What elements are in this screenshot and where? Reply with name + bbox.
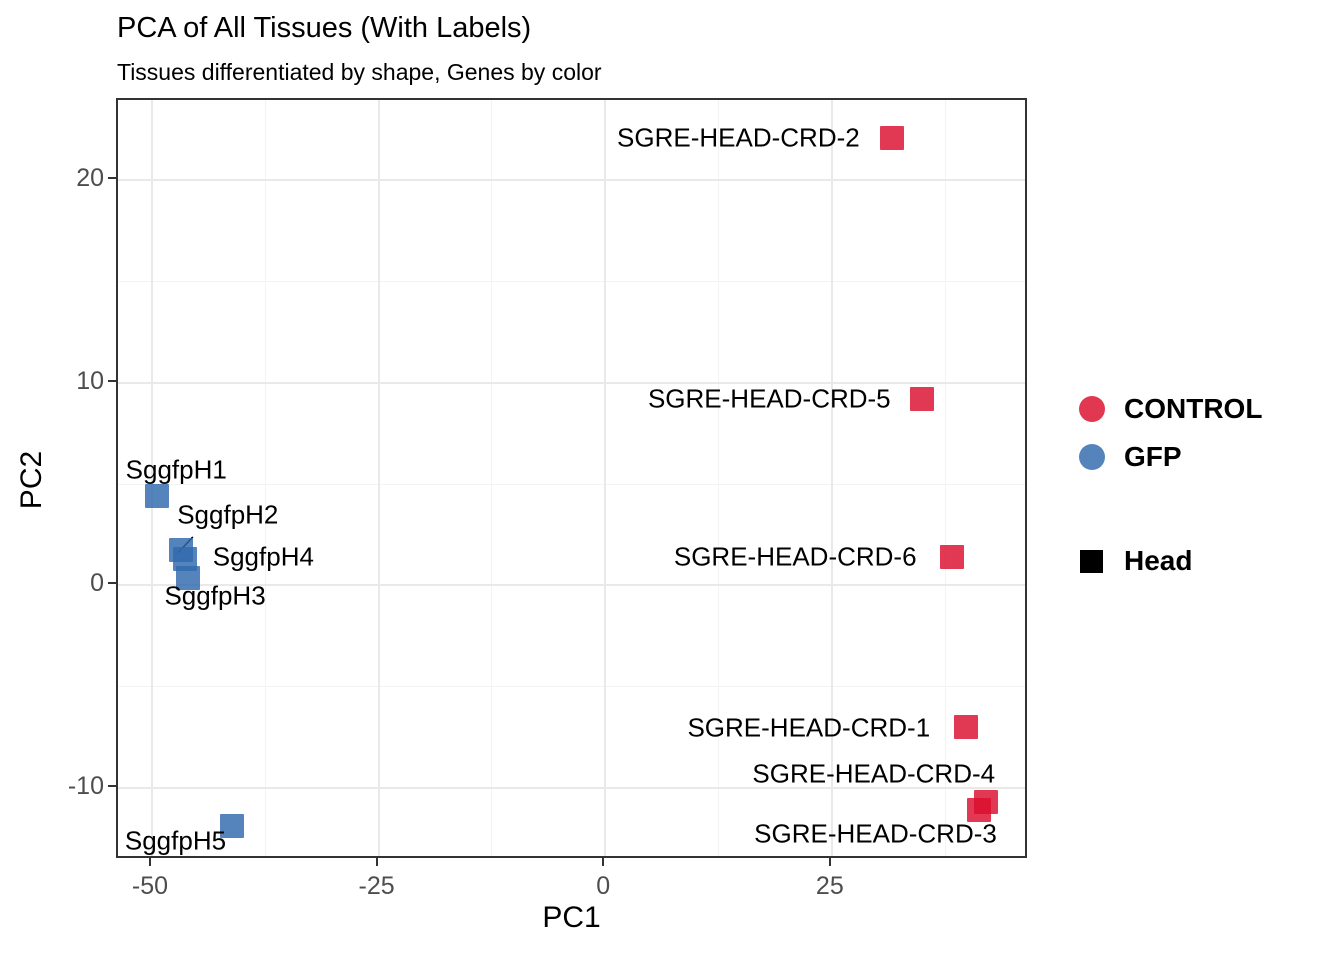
legend-label: Head	[1124, 545, 1193, 576]
y-minor-gridline	[118, 686, 1025, 688]
data-point	[145, 484, 170, 509]
data-point-label: SGRE-HEAD-CRD-4	[752, 758, 996, 789]
y-tick-label: 0	[90, 569, 104, 598]
data-point-label: SggfpH1	[125, 454, 227, 485]
y-axis-title: PC2	[15, 450, 48, 510]
data-point	[880, 125, 905, 150]
legend-item-head: Head	[1080, 545, 1192, 577]
x-tick-mark	[375, 858, 378, 866]
x-major-gridline	[377, 100, 380, 856]
data-point-label: SGRE-HEAD-CRD-3	[754, 818, 997, 849]
data-point-label: SggfpH4	[212, 541, 314, 572]
data-point	[966, 798, 991, 823]
y-tick-label: 20	[76, 164, 104, 193]
legend-color-swatch	[1079, 396, 1105, 422]
x-major-gridline	[150, 100, 153, 856]
x-tick-label: 25	[815, 872, 844, 900]
x-tick-mark	[828, 858, 831, 866]
data-point	[220, 813, 245, 838]
data-point-label: SGRE-HEAD-CRD-5	[647, 383, 891, 414]
y-major-gridline	[118, 584, 1025, 587]
data-point-label: SggfpH5	[124, 825, 227, 856]
y-tick-label: -10	[67, 772, 104, 801]
y-tick-mark	[108, 177, 116, 180]
y-tick-mark	[108, 582, 116, 585]
data-point-label: SggfpH2	[177, 499, 279, 530]
legend-label: CONTROL	[1124, 393, 1263, 424]
x-tick-mark	[148, 858, 151, 866]
data-point	[953, 715, 978, 740]
chart-title: PCA of All Tissues (With Labels)	[117, 12, 532, 44]
x-tick-label: -50	[131, 872, 169, 900]
x-tick-label: 0	[596, 872, 611, 900]
legend-item-control: CONTROL	[1079, 393, 1262, 425]
y-tick-label: 10	[76, 366, 104, 395]
legend-label: GFP	[1124, 441, 1182, 472]
x-minor-gridline	[491, 100, 493, 856]
data-point-label: SGRE-HEAD-CRD-2	[617, 122, 860, 153]
data-point-label: SGRE-HEAD-CRD-1	[687, 712, 931, 743]
data-point-label: SGRE-HEAD-CRD-6	[673, 541, 917, 572]
x-minor-gridline	[718, 100, 720, 856]
x-axis-title: PC1	[542, 901, 601, 934]
legend-color-swatch	[1079, 444, 1105, 470]
x-major-gridline	[604, 100, 607, 856]
y-tick-mark	[108, 379, 116, 382]
y-minor-gridline	[118, 280, 1025, 282]
y-major-gridline	[118, 787, 1025, 790]
chart-subtitle: Tissues differentiated by shape, Genes b…	[117, 59, 602, 85]
data-point-label: SggfpH3	[164, 580, 266, 611]
y-major-gridline	[118, 179, 1025, 182]
data-point	[940, 545, 965, 570]
data-point	[910, 386, 935, 411]
x-tick-mark	[602, 858, 605, 866]
x-tick-label: -25	[358, 872, 395, 900]
x-minor-gridline	[264, 100, 266, 856]
y-tick-mark	[108, 785, 116, 788]
data-point	[176, 566, 201, 591]
legend-item-gfp: GFP	[1079, 441, 1182, 473]
legend-shape-swatch	[1080, 549, 1103, 573]
x-major-gridline	[830, 100, 833, 856]
y-minor-gridline	[118, 483, 1025, 485]
x-minor-gridline	[944, 100, 946, 856]
y-major-gridline	[118, 381, 1025, 384]
plot-panel	[116, 98, 1027, 858]
